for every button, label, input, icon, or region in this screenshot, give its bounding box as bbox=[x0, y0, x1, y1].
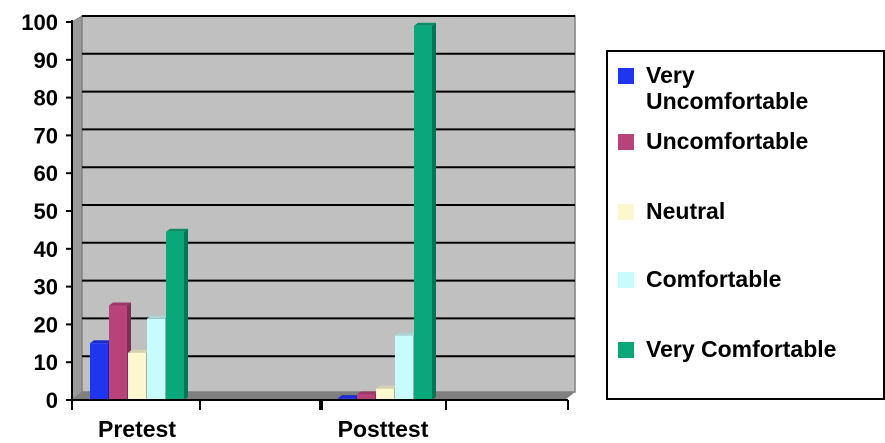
legend-item-very-comfortable: Very Comfortable bbox=[618, 336, 836, 362]
bar-front bbox=[376, 388, 394, 400]
y-axis-ticks: 0 10 20 30 40 50 60 70 80 90 100 bbox=[21, 10, 72, 413]
bar-front bbox=[128, 352, 146, 400]
category-label: Posttest bbox=[338, 416, 429, 442]
bar-front bbox=[414, 25, 432, 401]
legend-swatch-neutral bbox=[618, 204, 634, 220]
legend-item-very-uncomfortable: Very Uncomfortable bbox=[618, 62, 808, 114]
bar-side bbox=[184, 228, 188, 400]
y-tick-label: 100 bbox=[21, 10, 58, 35]
bar bbox=[357, 391, 379, 400]
category-label: Pretest bbox=[98, 416, 176, 442]
legend-label-very-comfortable: Very Comfortable bbox=[646, 336, 837, 362]
bar-front bbox=[357, 394, 375, 400]
y-tick-label: 70 bbox=[34, 123, 58, 148]
legend-item-comfortable: Comfortable bbox=[618, 266, 781, 292]
y-tick-label: 40 bbox=[34, 237, 58, 262]
legend-swatch-comfortable bbox=[618, 272, 634, 288]
bar-front bbox=[147, 318, 165, 400]
bar bbox=[395, 332, 417, 400]
y-tick-label: 0 bbox=[46, 388, 58, 413]
legend-swatch-uncomfortable bbox=[618, 134, 634, 150]
bar-top bbox=[147, 315, 169, 319]
bar-front bbox=[90, 343, 108, 400]
legend-item-neutral: Neutral bbox=[618, 198, 725, 224]
bar bbox=[147, 315, 169, 400]
y-tick-label: 20 bbox=[34, 312, 58, 337]
plot-floor bbox=[72, 392, 575, 400]
y-tick-label: 90 bbox=[34, 48, 58, 73]
category-labels: Pretest Posttest bbox=[98, 416, 429, 442]
bar bbox=[109, 302, 131, 400]
legend-label-uncomfortable: Uncomfortable bbox=[646, 128, 809, 154]
bar-top bbox=[338, 395, 360, 399]
bar-front bbox=[395, 335, 413, 400]
legend-item-uncomfortable: Uncomfortable bbox=[618, 128, 808, 154]
bar-top bbox=[376, 385, 398, 389]
x-axis-ticks bbox=[71, 400, 569, 410]
legend-label-neutral: Neutral bbox=[646, 198, 726, 224]
legend-label-line-2: Uncomfortable bbox=[646, 88, 809, 114]
bar-top bbox=[109, 302, 131, 306]
bar bbox=[166, 228, 188, 400]
bar-front bbox=[109, 305, 127, 400]
y-tick-label: 30 bbox=[34, 275, 58, 300]
y-tick-label: 80 bbox=[34, 86, 58, 111]
y-tick-label: 50 bbox=[34, 199, 58, 224]
legend-label-very-uncomfortable: Very Uncomfortable bbox=[646, 62, 808, 114]
bars bbox=[90, 22, 436, 401]
bar bbox=[376, 385, 398, 400]
bar-top bbox=[90, 340, 112, 344]
plot-side-wall bbox=[71, 15, 83, 402]
bar-front bbox=[166, 231, 184, 400]
bar-top bbox=[357, 391, 379, 395]
bar bbox=[414, 22, 436, 401]
bar-top bbox=[166, 228, 188, 232]
legend-swatch-very-comfortable bbox=[618, 342, 634, 358]
bar-top bbox=[128, 349, 150, 353]
y-tick-label: 10 bbox=[34, 350, 58, 375]
legend-label-comfortable: Comfortable bbox=[646, 266, 782, 292]
bar-top bbox=[414, 22, 436, 26]
legend-swatch-very-uncomfortable bbox=[618, 68, 634, 84]
y-tick-label: 60 bbox=[34, 161, 58, 186]
legend: Very Uncomfortable Uncomfortable Neutral… bbox=[606, 50, 885, 400]
bar-side bbox=[432, 22, 436, 401]
bar bbox=[90, 340, 112, 400]
gridlines bbox=[82, 15, 575, 358]
legend-label-line-1: Very bbox=[646, 62, 695, 88]
bar bbox=[128, 349, 150, 400]
bar-top bbox=[395, 332, 417, 336]
